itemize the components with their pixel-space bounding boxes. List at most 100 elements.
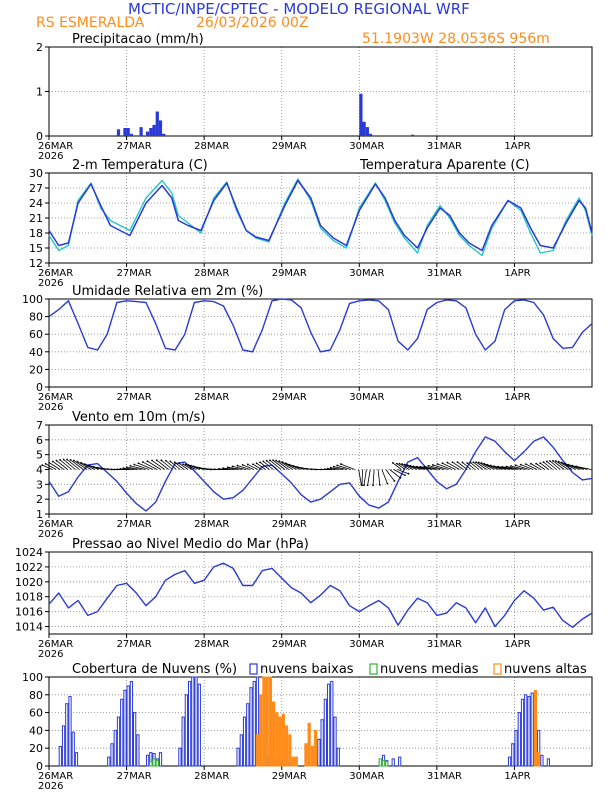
cloud-bar-1: [378, 758, 382, 767]
wind-speed-line: [48, 436, 593, 512]
wind-arrow-head: [489, 464, 492, 467]
x-tick-label: 27MAR: [117, 771, 152, 782]
wind-arrow-head: [246, 463, 249, 466]
wind-arrow: [452, 461, 464, 470]
wind-arrow-head: [206, 468, 208, 471]
precip-bar: [152, 124, 156, 136]
cloud-bar-0: [320, 719, 324, 767]
wind-arrow: [266, 460, 278, 470]
wind-arrow-head: [372, 484, 374, 487]
cloud-bar-0: [187, 680, 192, 767]
wind-arrow: [549, 460, 561, 470]
wind-arrow-head: [320, 468, 322, 471]
wind-arrow: [475, 461, 487, 470]
wind-arrow: [130, 465, 146, 470]
wind-arrow: [259, 461, 270, 470]
wind-arrow: [156, 459, 169, 470]
wind-arrow-head: [137, 462, 140, 465]
cloud-bar-0: [239, 734, 243, 767]
x-year-label: 2026: [38, 649, 63, 660]
wind-arrow-head: [284, 462, 287, 465]
wind-arrow-head: [182, 463, 185, 466]
precip-bar: [158, 120, 163, 136]
cloud-bar-2: [291, 756, 295, 767]
y-tick-label: 80: [29, 311, 43, 324]
cloud-bar-2: [533, 689, 538, 767]
wind-arrow-head: [164, 459, 167, 462]
wind-arrow: [142, 461, 158, 470]
wind-arrow-head: [116, 468, 119, 471]
x-tick-label: 30MAR: [349, 141, 384, 152]
wind-arrow: [543, 461, 553, 470]
cloud-bar-2: [288, 734, 292, 767]
wind-arrow-head: [199, 467, 201, 470]
wind-arrow-head: [404, 474, 406, 477]
wind-arrow-head: [192, 465, 195, 468]
wind-arrow-head: [275, 459, 278, 462]
panel-title: 2-m Temperatura (C): [72, 158, 208, 173]
legend-swatch: [369, 663, 378, 675]
wind-arrow-head: [151, 459, 153, 462]
wind-arrow: [447, 462, 460, 470]
wind-arrow: [494, 465, 510, 470]
wind-arrow: [457, 461, 468, 470]
x-tick-label: 28MAR: [194, 771, 229, 782]
wind-arrow: [437, 463, 452, 470]
wind-arrow-head: [288, 463, 291, 466]
wind-arrow-head: [296, 466, 299, 469]
wind-arrow-head: [48, 461, 51, 464]
wind-arrow-head: [542, 461, 545, 464]
cloud-bar-0: [61, 725, 66, 767]
x-tick-label: 31MAR: [427, 268, 462, 279]
cloud-bar-2: [262, 676, 266, 767]
precip-bar: [162, 133, 166, 136]
wind-arrow: [535, 463, 546, 470]
x-tick-label: 29MAR: [272, 141, 307, 152]
cloud-bar-0: [242, 716, 247, 767]
wind-arrow-head: [73, 459, 75, 462]
wind-arrow-head: [122, 467, 125, 470]
wind-arrow: [56, 460, 68, 470]
wind-arrow: [282, 461, 297, 470]
wind-arrow-head: [110, 468, 113, 471]
x-tick-label: 26MAR: [38, 639, 73, 650]
wind-arrow: [340, 463, 355, 470]
panel-precip: 0 1 2 26MAR 27MAR 28MAR 29MAR 30MAR 31MAR 1APR 202…: [36, 32, 593, 162]
cloud-bar-0: [398, 756, 402, 767]
y-tick-label: 1016: [15, 606, 43, 619]
wind-arrow: [45, 463, 57, 470]
wind-arrow-head: [486, 463, 489, 466]
x-tick-label: 26MAR: [38, 392, 73, 403]
panel-pressure: 1014 1016 1018 1020 1022 1024 26MAR 27MAR 28MAR 2…: [15, 537, 593, 660]
wind-arrow: [389, 469, 401, 479]
wind-arrow-head: [44, 462, 47, 465]
wind-arrow: [256, 462, 266, 470]
cloud-bar-0: [74, 752, 79, 767]
cloud-bar-0: [546, 758, 550, 767]
wind-arrow-head: [398, 462, 401, 465]
wind-arrow: [275, 460, 290, 470]
wind-arrow-head: [213, 468, 216, 471]
x-tick-label: 1APR: [504, 519, 530, 530]
y-tick-label: 12: [29, 257, 43, 270]
wind-arrow: [42, 464, 53, 470]
x-tick-label: 31MAR: [427, 141, 462, 152]
wind-arrow-head: [571, 464, 574, 467]
wind-arrow: [63, 459, 76, 470]
wind-arrow: [466, 462, 476, 470]
wind-arrow: [432, 464, 448, 470]
x-year-label: 2026: [38, 402, 63, 413]
wind-arrow-head: [391, 461, 394, 464]
wind-arrow-head: [552, 459, 554, 462]
wind-arrow-head: [501, 465, 504, 468]
x-tick-label: 30MAR: [349, 519, 384, 530]
x-tick-label: 31MAR: [427, 771, 462, 782]
legend-label: nuvens baixas: [260, 662, 354, 677]
wind-arrow: [546, 461, 557, 470]
wind-arrow: [223, 467, 239, 470]
y-tick-label: 3: [36, 478, 43, 491]
wind-arrow-head: [69, 458, 72, 461]
cloud-bar-1: [152, 758, 156, 767]
wind-arrow-head: [55, 459, 58, 462]
y-tick-label: 0: [36, 381, 43, 394]
